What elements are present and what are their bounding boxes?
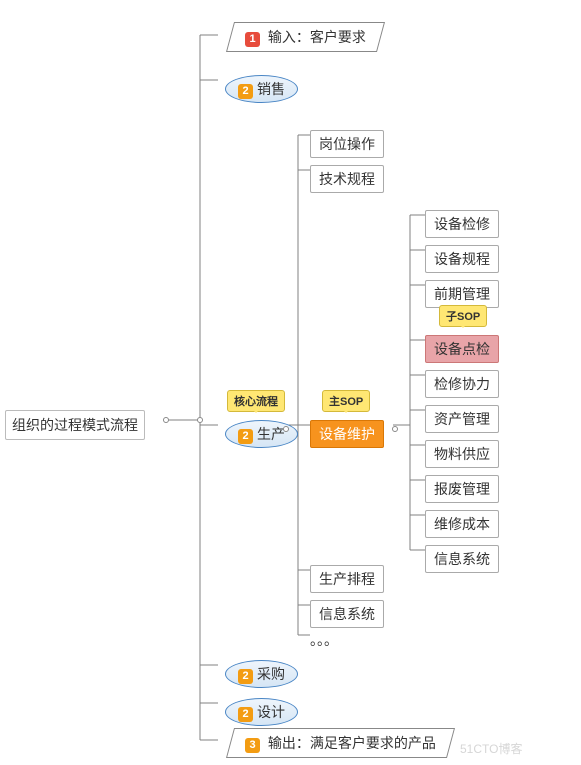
level2-label: 生产: [257, 426, 285, 442]
maint-child[interactable]: 设备规程: [425, 245, 499, 273]
maint-child[interactable]: 检修协力: [425, 370, 499, 398]
level2-prod[interactable]: 2 生产: [225, 420, 298, 448]
level2-design[interactable]: 2 设计: [225, 698, 298, 726]
node-label: 生产排程: [319, 571, 375, 587]
callout-sub-sop: 子SOP: [439, 305, 487, 327]
level2-label: 设计: [257, 704, 285, 720]
node-label: 设备维护: [319, 426, 375, 442]
level2-label: 采购: [257, 666, 285, 682]
dot: [392, 426, 398, 432]
level2-badge: 2: [238, 707, 253, 722]
root-node[interactable]: 组织的过程模式流程: [5, 410, 145, 440]
level2-badge: 2: [238, 429, 253, 444]
node-label: 维修成本: [434, 516, 490, 532]
input-badge: 1: [245, 32, 260, 47]
input-node[interactable]: 1 输入：客户要求: [230, 22, 381, 52]
watermark: 51CTO博客: [460, 740, 522, 757]
node-label: 检修协力: [434, 376, 490, 392]
output-label: 输出：满足客户要求的产品: [268, 735, 436, 751]
maint-child[interactable]: 物料供应: [425, 440, 499, 468]
prod-child[interactable]: 技术规程: [310, 165, 384, 193]
node-label: 设备检修: [434, 216, 490, 232]
dot: [163, 417, 169, 423]
node-label: 设备点检: [434, 341, 490, 357]
callout-maint: 主SOP: [322, 390, 370, 412]
prod-child[interactable]: 设备维护: [310, 420, 384, 448]
level2-badge: 2: [238, 669, 253, 684]
prod-child[interactable]: 信息系统: [310, 600, 384, 628]
level2-sales[interactable]: 2 销售: [225, 75, 298, 103]
maint-child[interactable]: 报废管理: [425, 475, 499, 503]
node-label: 报废管理: [434, 481, 490, 497]
prod-child[interactable]: 。。。: [310, 630, 338, 650]
level2-label: 销售: [257, 81, 285, 97]
node-label: 信息系统: [434, 551, 490, 567]
maint-child[interactable]: 设备点检: [425, 335, 499, 363]
dot: [283, 426, 289, 432]
node-label: 资产管理: [434, 411, 490, 427]
maint-child[interactable]: 资产管理: [425, 405, 499, 433]
maint-child[interactable]: 前期管理: [425, 280, 499, 308]
callout-prod: 核心流程: [227, 390, 285, 412]
node-label: 设备规程: [434, 251, 490, 267]
maint-child[interactable]: 信息系统: [425, 545, 499, 573]
output-node[interactable]: 3 输出：满足客户要求的产品: [230, 728, 451, 758]
root-label: 组织的过程模式流程: [12, 415, 138, 435]
node-label: 信息系统: [319, 606, 375, 622]
level2-purch[interactable]: 2 采购: [225, 660, 298, 688]
node-label: 岗位操作: [319, 136, 375, 152]
input-label: 输入：客户要求: [268, 29, 366, 45]
maint-child[interactable]: 设备检修: [425, 210, 499, 238]
dot: [197, 417, 203, 423]
prod-child[interactable]: 生产排程: [310, 565, 384, 593]
maint-child[interactable]: 维修成本: [425, 510, 499, 538]
prod-child[interactable]: 岗位操作: [310, 130, 384, 158]
node-label: 前期管理: [434, 286, 490, 302]
node-label: 物料供应: [434, 446, 490, 462]
node-label: 技术规程: [319, 171, 375, 187]
ellipsis: 。。。: [310, 630, 338, 650]
output-badge: 3: [245, 738, 260, 753]
level2-badge: 2: [238, 84, 253, 99]
